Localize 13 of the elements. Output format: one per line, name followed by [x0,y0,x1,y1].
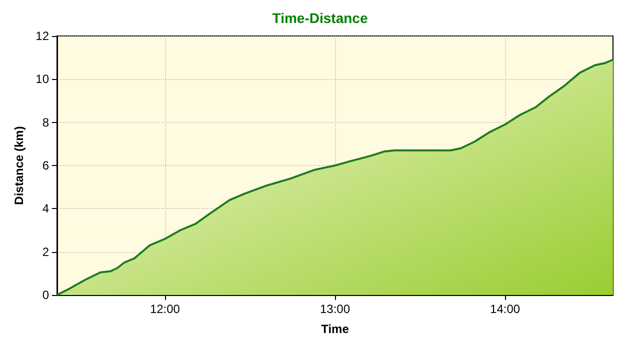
y-tick-label: 10 [36,72,50,86]
y-axis-title: Distance (km) [12,126,26,205]
y-tick-label: 8 [42,115,50,130]
x-tick-label: 14:00 [490,302,520,316]
x-tick-label: 12:00 [150,302,180,316]
y-tick-label: 2 [42,244,50,259]
y-tick-label: 6 [42,158,50,172]
chart-title: Time-Distance [272,10,368,26]
y-tick-label: 12 [36,29,50,43]
x-axis-title: Time [321,322,350,336]
x-tick-label: 13:00 [320,302,350,316]
y-tick-label: 0 [42,288,50,302]
y-tick-label: 4 [42,202,50,216]
